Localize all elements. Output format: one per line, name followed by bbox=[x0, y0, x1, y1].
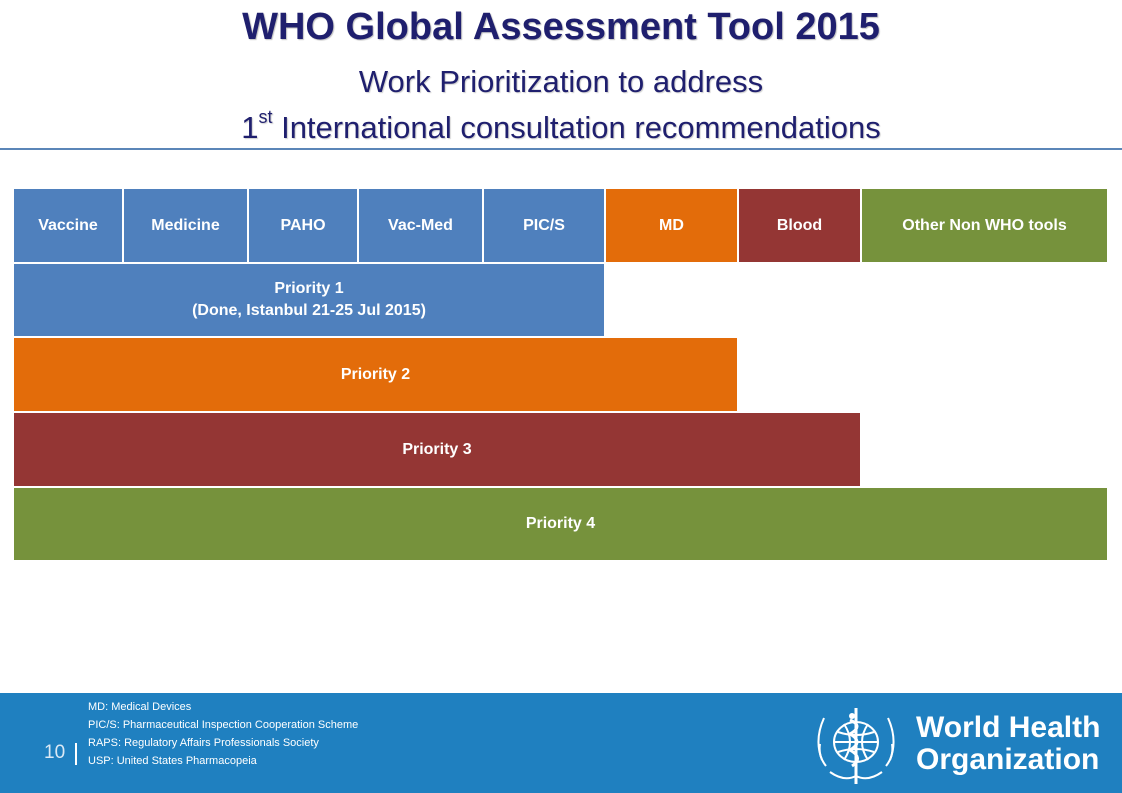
priority-2-bar: Priority 2 bbox=[13, 337, 738, 412]
title-subtitle-line1: Work Prioritization to address bbox=[358, 64, 764, 99]
priority-table: Vaccine Medicine PAHO Vac-Med PIC/S MD B… bbox=[13, 188, 1108, 561]
who-emblem-icon bbox=[817, 708, 895, 784]
header-other-non-who-tools: Other Non WHO tools bbox=[861, 188, 1108, 263]
abbreviation-notes: Vac-Med: Harmonized Vaccine-Medicine Too… bbox=[88, 689, 508, 773]
title-divider bbox=[0, 148, 1122, 150]
priority-3-bar: Priority 3 bbox=[13, 412, 861, 487]
priority-4-bar: Priority 4 bbox=[13, 487, 1108, 561]
priority-4-label: Priority 4 bbox=[525, 515, 596, 532]
subtitle-ordinal: 1 bbox=[241, 110, 259, 145]
priority-1-label: Priority 1 bbox=[274, 280, 344, 297]
title-main: WHO Global Assessment Tool 2015 bbox=[242, 6, 880, 48]
priority-2-label: Priority 2 bbox=[340, 365, 411, 383]
note-raps: RAPS: Regulatory Affairs Professionals S… bbox=[88, 737, 319, 749]
page-number: 10 bbox=[44, 742, 66, 763]
who-wordmark: World Health Organization bbox=[916, 712, 1100, 776]
note-vac-med: Vac-Med: Harmonized Vaccine-Medicine Too… bbox=[88, 689, 309, 695]
footer-bar bbox=[0, 693, 1122, 793]
priority-1-note: (Done, Istanbul 21-25 Jul 2015) bbox=[192, 302, 426, 319]
header-paho: PAHO bbox=[248, 188, 358, 263]
header-blood: Blood bbox=[738, 188, 861, 263]
note-pics: PIC/S: Pharmaceutical Inspection Coopera… bbox=[88, 719, 359, 731]
header-medicine: Medicine bbox=[123, 188, 248, 263]
subtitle-rest: International consultation recommendatio… bbox=[272, 110, 881, 145]
who-wordmark-line1: World Health bbox=[916, 711, 1101, 744]
subtitle-ordinal-suffix: st bbox=[258, 106, 273, 127]
title-subtitle-line2: 1st International consultation recommend… bbox=[0, 108, 1122, 148]
header-vaccine: Vaccine bbox=[13, 188, 123, 263]
header-md: MD bbox=[605, 188, 738, 263]
priority-1-bar: Priority 1 (Done, Istanbul 21-25 Jul 201… bbox=[13, 263, 605, 337]
who-wordmark-line2: Organization bbox=[916, 743, 1100, 776]
page-number-divider bbox=[75, 743, 77, 765]
note-md: MD: Medical Devices bbox=[88, 701, 192, 713]
header-pics: PIC/S bbox=[483, 188, 605, 263]
header-vac-med: Vac-Med bbox=[358, 188, 483, 263]
priority-3-label: Priority 3 bbox=[402, 440, 472, 458]
note-usp: USP: United States Pharmacopeia bbox=[88, 755, 257, 767]
